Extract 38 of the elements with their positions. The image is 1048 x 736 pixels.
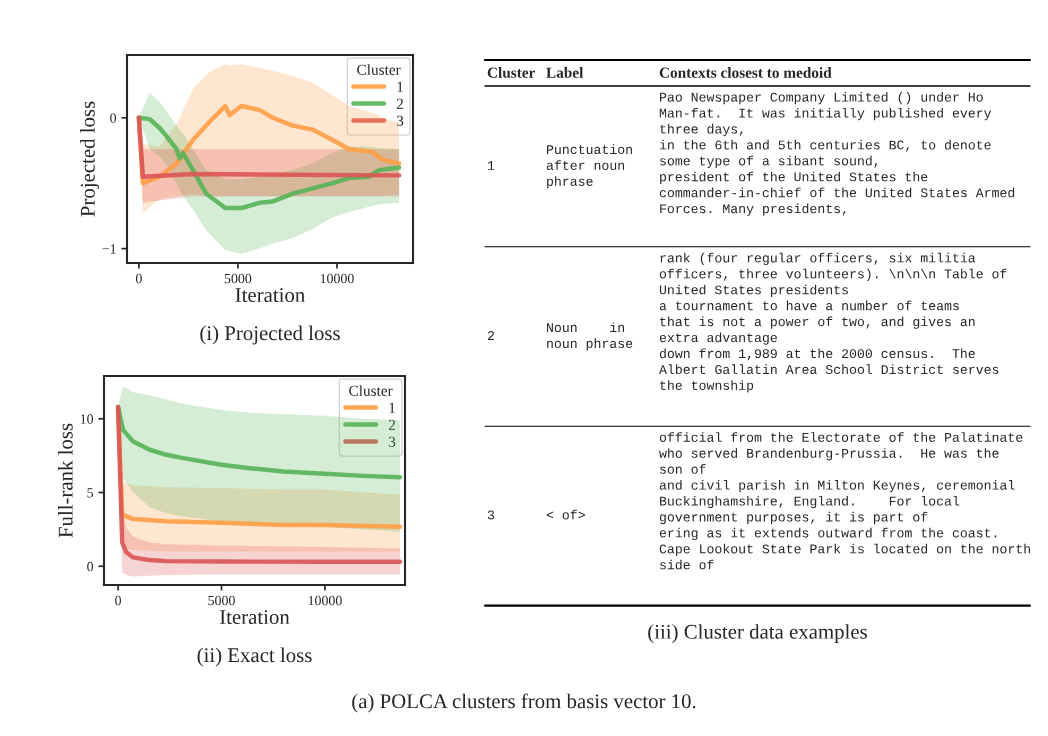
x-tick-label: 0 (135, 273, 142, 284)
legend-label: 3 (388, 436, 396, 447)
text: Punctuation after noun phrase (546, 144, 632, 189)
x-tick-label: 5000 (224, 273, 252, 284)
y-tick-label: 10 (80, 414, 94, 424)
text: Cluster (487, 67, 536, 78)
text: Noun in noun phrase (547, 322, 633, 351)
text: (i) Projected loss (200, 325, 340, 345)
y-tick-label: 0 (87, 561, 94, 572)
legend-label: 1 (389, 402, 395, 413)
text: Pao Newspaper Company Limited () under Ho Man-fat. It was initially published every three days, in the 6th and 5th centuries BC, to denote some type of a sibant sound, president of the United States the commander-in-chief of the United States Armed Forces. Many presidents, (659, 92, 1015, 216)
legend-label: 2 (396, 98, 403, 109)
x-tick-label: 10000 (320, 273, 354, 284)
y-tick-label: −1 (102, 244, 116, 254)
legend-label: 1 (397, 81, 403, 92)
x-tick-label: 5000 (208, 595, 235, 606)
y-axis-title: Projected loss (80, 101, 100, 217)
x-axis-title: Iteration (235, 288, 305, 303)
text: rank (four regular officers, six militia officers, three volunteers). \n\n\n Table of United States presidents a tournament to have a number of teams that is not a power of two, and gives an extra advantage down from 1,989 at the 2000 census. The Albert Gallatin Area School District serves the township (659, 252, 1007, 393)
text: (a) POLCA clusters from basis vector 10. (352, 693, 696, 713)
legend-title: Cluster (357, 64, 401, 75)
text: Contexts closest to medoid (659, 67, 832, 78)
text: (ii) Exact loss (197, 647, 312, 667)
legend-label: 3 (396, 115, 404, 126)
legend-title: Cluster (349, 385, 393, 396)
y-tick-label: 5 (87, 488, 94, 498)
x-axis-title: Iteration (219, 610, 290, 625)
text: Label (546, 67, 584, 78)
text: official from the Electorate of the Palatinate who served Brandenburg-Prussia. He was the son of and civil parish in Milton Keynes, ceremonial Buckinghamshire, England. For local government purposes, it is part of ering as it extends outward from the coast. Cape Lookout State Park is located on the north side of (659, 432, 1030, 570)
text: 2 (487, 331, 494, 340)
text: (iii) Cluster data examples (648, 624, 867, 644)
text: 1 (487, 161, 495, 170)
text: < of> (546, 509, 585, 520)
text: 3 (487, 510, 495, 520)
line-series (136, 115, 402, 179)
legend-label: 2 (388, 419, 395, 430)
y-axis-title: Full-rank loss (58, 423, 73, 538)
x-tick-label: 10000 (308, 595, 342, 606)
